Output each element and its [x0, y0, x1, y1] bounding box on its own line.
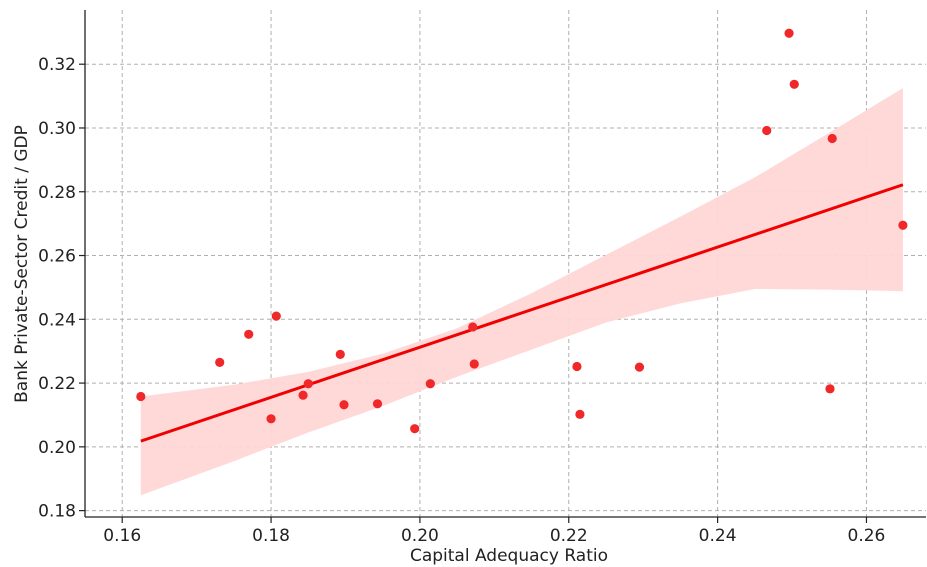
x-tick-label: 0.16 — [103, 526, 141, 546]
confidence-band-layer — [140, 88, 903, 496]
data-point — [898, 220, 908, 230]
data-point — [469, 359, 479, 369]
x-axis-label: Capital Adequacy Ratio — [410, 546, 608, 566]
data-point — [572, 361, 582, 372]
data-point — [468, 322, 478, 332]
x-tick-label: 0.22 — [550, 526, 588, 546]
y-axis-label: Bank Private-Sector Credit / GDP — [12, 125, 32, 403]
regression-line — [140, 183, 904, 443]
data-point — [575, 409, 585, 419]
data-point — [825, 384, 835, 394]
data-point — [425, 379, 435, 389]
data-point — [372, 399, 383, 409]
data-point — [339, 400, 349, 410]
data-point — [335, 349, 345, 359]
data-point — [784, 28, 794, 38]
data-points — [136, 28, 908, 434]
data-point — [827, 133, 837, 144]
y-tick-label: 0.18 — [38, 502, 76, 522]
x-tick-labels: 0.16 0.18 0.20 0.22 0.24 0.26 — [103, 526, 885, 546]
y-tick-label: 0.26 — [38, 247, 76, 267]
data-point — [303, 379, 313, 389]
axes — [79, 10, 926, 523]
data-point — [215, 357, 225, 367]
confidence-band — [140, 88, 903, 496]
x-tick-label: 0.20 — [401, 526, 439, 546]
data-point — [789, 79, 799, 89]
y-tick-label: 0.28 — [38, 183, 76, 203]
y-tick-label: 0.32 — [38, 55, 76, 75]
x-tick-label: 0.18 — [252, 526, 290, 546]
data-point — [762, 125, 772, 136]
data-point — [271, 311, 281, 321]
y-tick-label: 0.20 — [38, 438, 76, 458]
y-tick-labels: 0.18 0.20 0.22 0.24 0.26 0.28 0.30 0.32 — [38, 55, 76, 521]
y-tick-label: 0.22 — [38, 374, 76, 394]
x-tick-label: 0.26 — [848, 526, 886, 546]
data-point — [136, 391, 146, 402]
regression-line-layer — [140, 183, 904, 443]
data-point — [244, 329, 254, 339]
data-point — [410, 424, 420, 434]
data-point — [266, 414, 276, 424]
y-tick-label: 0.24 — [38, 310, 76, 330]
x-tick-label: 0.24 — [699, 526, 737, 546]
y-tick-label: 0.30 — [38, 119, 76, 139]
data-point — [634, 362, 645, 372]
data-point — [298, 390, 308, 400]
